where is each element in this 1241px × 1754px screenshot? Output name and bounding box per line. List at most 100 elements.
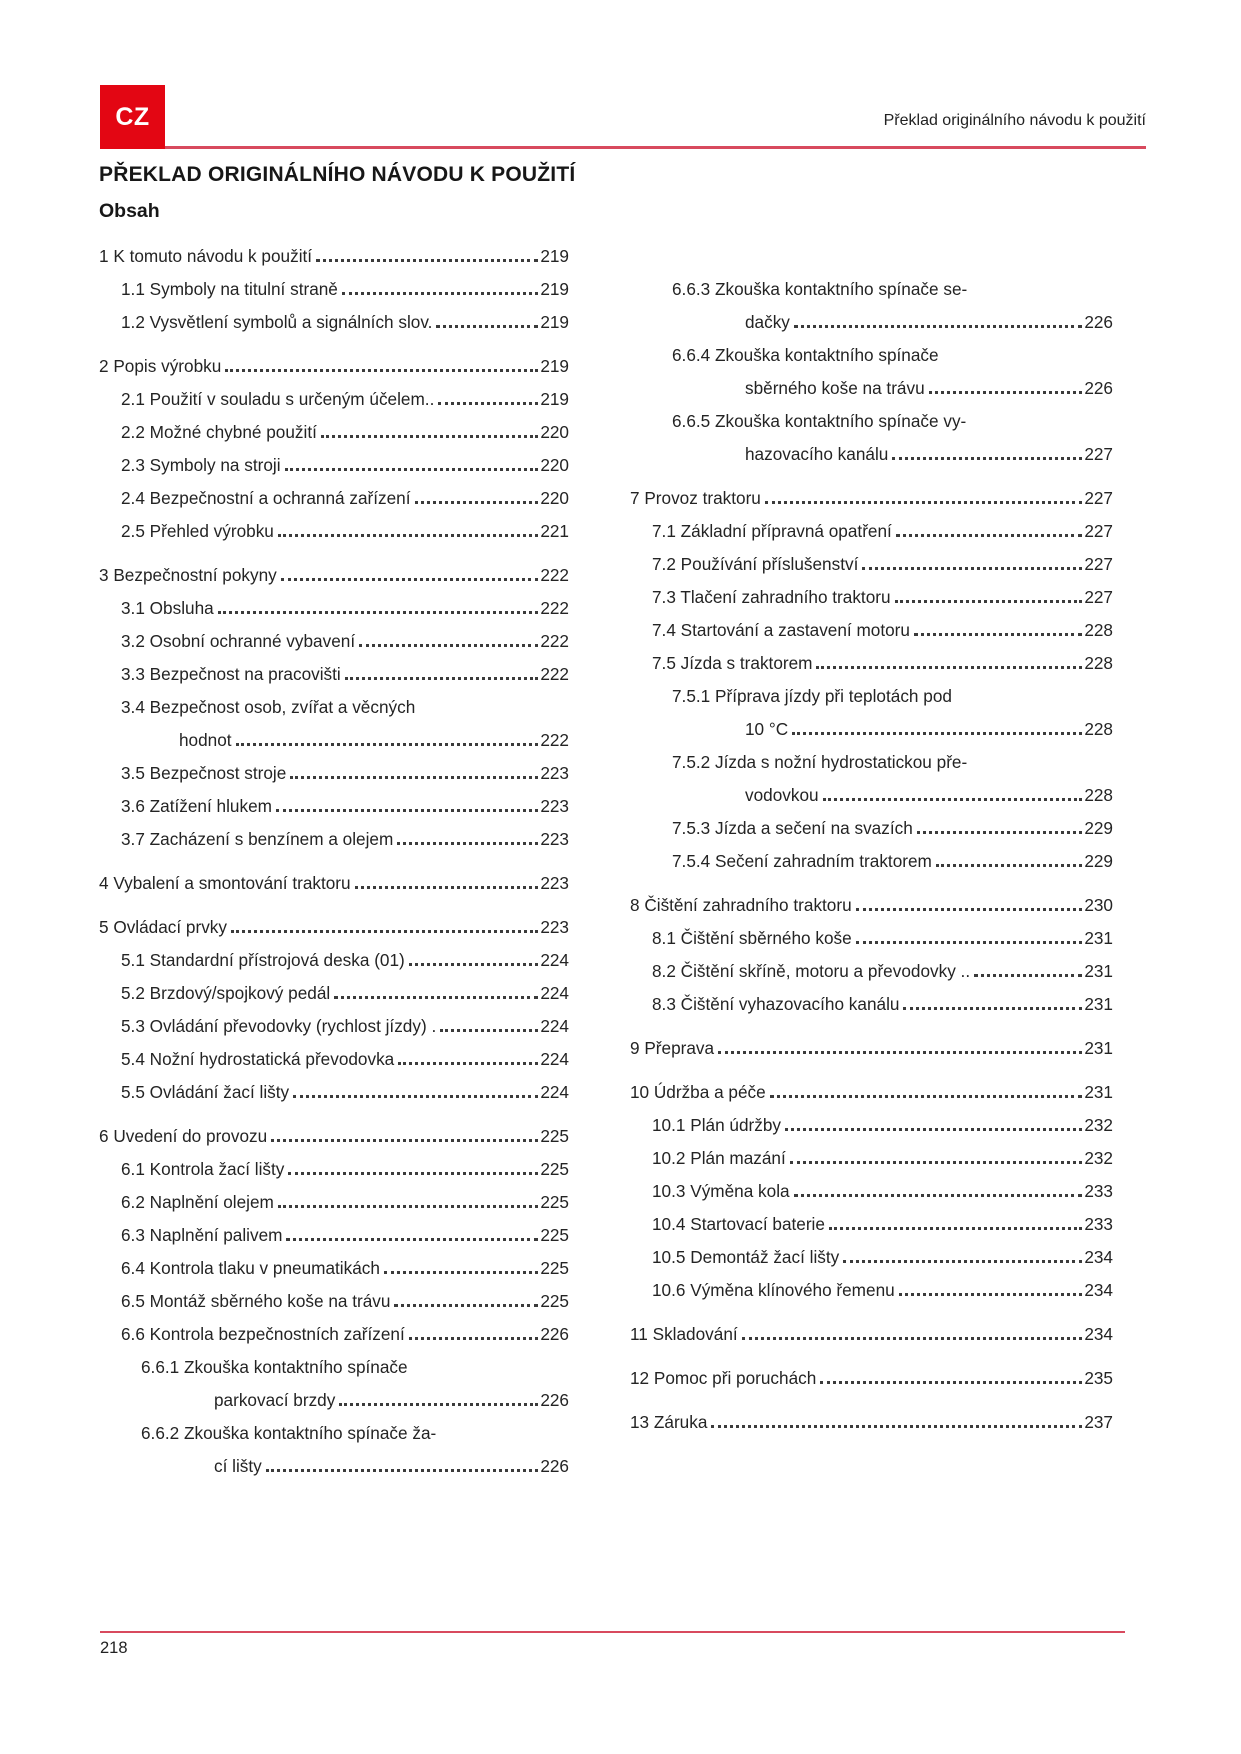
toc-entry-line: 1.2 Vysvětlení symbolů a signálních slov… bbox=[121, 306, 569, 339]
toc-entry: 5.2 Brzdový/spojkový pedál 224 bbox=[99, 977, 569, 1010]
toc-entry-line: sběrného koše na trávu 226 bbox=[672, 372, 1113, 405]
toc-page-number: 219 bbox=[540, 356, 569, 376]
toc-page-number: 231 bbox=[1084, 1082, 1113, 1102]
toc-entry-text: 6.2 Naplnění olejem bbox=[121, 1192, 274, 1212]
toc-leader-dots bbox=[789, 1142, 1083, 1164]
page-title: PŘEKLAD ORIGINÁLNÍHO NÁVODU K POUŽITÍ bbox=[99, 163, 576, 186]
toc-page-number: 228 bbox=[1084, 653, 1113, 673]
toc-column-right: 6.6.3 Zkouška kontaktního spínače se- da… bbox=[630, 240, 1113, 1439]
toc-entry: 7.3 Tlačení zahradního traktoru 227 bbox=[630, 581, 1113, 614]
toc-entry-line: 6.1 Kontrola žací lišty 225 bbox=[121, 1153, 569, 1186]
toc-leader-dots bbox=[383, 1252, 539, 1274]
toc-page-number: 224 bbox=[540, 1049, 569, 1069]
toc-entry-text: 3.1 Obsluha bbox=[121, 598, 214, 618]
toc-page-number: 220 bbox=[540, 422, 569, 442]
toc-entry: 10.4 Startovací baterie 233 bbox=[630, 1208, 1113, 1241]
toc-entry-text-line: 6.6.5 Zkouška kontaktního spínače vy- bbox=[672, 411, 967, 431]
toc-entry-text: 3 Bezpečnostní pokyny bbox=[99, 565, 277, 585]
toc-page-number: 231 bbox=[1084, 1038, 1113, 1058]
toc-entry: 6.1 Kontrola žací lišty 225 bbox=[99, 1153, 569, 1186]
toc-entry-text: 10.2 Plán mazání bbox=[652, 1148, 786, 1168]
toc-entry: 6.6 Kontrola bezpečnostních zařízení 226 bbox=[99, 1318, 569, 1351]
toc-leader-dots bbox=[339, 1384, 539, 1406]
toc-entry-line: 4 Vybalení a smontování traktoru 223 bbox=[99, 867, 569, 900]
toc-entry-line: 5.3 Ovládání převodovky (rychlost jízdy)… bbox=[121, 1010, 569, 1043]
toc-entry-line: 7.1 Základní přípravná opatření 227 bbox=[652, 515, 1113, 548]
toc-leader-dots bbox=[816, 647, 1083, 669]
toc-entry-text: 10 Údržba a péče bbox=[630, 1082, 766, 1102]
toc-entry-line: 2.4 Bezpečnostní a ochranná zařízení 220 bbox=[121, 482, 569, 515]
toc-entry-text-line: 6.6.4 Zkouška kontaktního spínače bbox=[672, 345, 939, 365]
toc-entry: 7.5.4 Sečení zahradním traktorem 229 bbox=[630, 845, 1113, 878]
toc-page-number: 227 bbox=[1084, 488, 1113, 508]
toc-leader-dots bbox=[822, 779, 1083, 801]
toc-entry: 3.1 Obsluha 222 bbox=[99, 592, 569, 625]
toc-entry-text: 8.3 Čištění vyhazovacího kanálu bbox=[652, 994, 900, 1014]
toc-entry-text: 3.5 Bezpečnost stroje bbox=[121, 763, 287, 783]
toc-page-number: 234 bbox=[1084, 1247, 1113, 1267]
toc-entry-text: 3.6 Zatížení hlukem bbox=[121, 796, 272, 816]
toc-entry-text: 7.2 Používání příslušenství bbox=[652, 554, 859, 574]
toc-entry-line: 3.2 Osobní ochranné vybavení 222 bbox=[121, 625, 569, 658]
toc-entry-text: 5.1 Standardní přístrojová deska (01) bbox=[121, 950, 405, 970]
toc-entry: 7 Provoz traktoru 227 bbox=[630, 482, 1113, 515]
toc-entry: 6.5 Montáž sběrného koše na trávu 225 bbox=[99, 1285, 569, 1318]
toc-leader-dots bbox=[855, 922, 1083, 944]
toc-entry: 2.2 Možné chybné použití 220 bbox=[99, 416, 569, 449]
toc-entry: 6 Uvedení do provozu 225 bbox=[99, 1120, 569, 1153]
toc-leader-dots bbox=[903, 988, 1083, 1010]
toc-leader-dots bbox=[436, 306, 539, 328]
toc-entry-text: 6.6 Kontrola bezpečnostních zařízení bbox=[121, 1324, 405, 1344]
toc-page-number: 230 bbox=[1084, 895, 1113, 915]
toc-entry-line: 6 Uvedení do provozu 225 bbox=[99, 1120, 569, 1153]
toc-leader-dots bbox=[235, 724, 539, 746]
toc-page-number: 219 bbox=[540, 246, 569, 266]
toc-page-number: 233 bbox=[1084, 1214, 1113, 1234]
toc-entry-line: 2.2 Možné chybné použití 220 bbox=[121, 416, 569, 449]
toc-leader-dots bbox=[414, 482, 539, 504]
toc-entry: 7.5.2 Jízda s nožní hydrostatickou pře- … bbox=[630, 746, 1113, 812]
toc-entry: 8 Čištění zahradního traktoru 230 bbox=[630, 889, 1113, 922]
toc-entry-text: 2.2 Možné chybné použití bbox=[121, 422, 317, 442]
toc-entry: 3.4 Bezpečnost osob, zvířat a věcných ho… bbox=[99, 691, 569, 757]
toc-entry-line: 7.5 Jízda s traktorem 228 bbox=[652, 647, 1113, 680]
toc-leader-dots bbox=[408, 944, 539, 966]
toc-leader-dots bbox=[828, 1208, 1083, 1230]
page-number: 218 bbox=[100, 1639, 128, 1657]
toc-entry: 5.5 Ovládání žací lišty 224 bbox=[99, 1076, 569, 1109]
toc-leader-dots bbox=[284, 449, 539, 471]
toc-entry: 1 K tomuto návodu k použití 219 bbox=[99, 240, 569, 273]
toc-page-number: 226 bbox=[540, 1324, 569, 1344]
toc-entry-text-line: 6.6.1 Zkouška kontaktního spínače bbox=[141, 1357, 408, 1377]
toc-leader-dots bbox=[764, 482, 1083, 504]
toc-entry: 6.6.5 Zkouška kontaktního spínače vy- ha… bbox=[630, 405, 1113, 471]
toc-leader-dots bbox=[280, 559, 539, 581]
toc-entry-line: 3 Bezpečnostní pokyny 222 bbox=[99, 559, 569, 592]
toc-leader-dots bbox=[895, 515, 1083, 537]
toc-entry-text: 5.4 Nožní hydrostatická převodovka bbox=[121, 1049, 395, 1069]
header-running-title: Překlad originálního návodu k použití bbox=[883, 112, 1146, 129]
toc-leader-dots bbox=[290, 757, 539, 779]
toc-entry: 10.5 Demontáž žací lišty 234 bbox=[630, 1241, 1113, 1274]
toc-leader-dots bbox=[935, 845, 1083, 867]
toc-page-number: 224 bbox=[540, 1016, 569, 1036]
toc-entry-text: 7.5.3 Jízda a sečení na svazích bbox=[672, 818, 913, 838]
toc-entry-line: 5.4 Nožní hydrostatická převodovka 224 bbox=[121, 1043, 569, 1076]
toc-leader-dots bbox=[341, 273, 539, 295]
toc-page-number: 226 bbox=[540, 1456, 569, 1476]
toc-entry-line: 3.5 Bezpečnost stroje 223 bbox=[121, 757, 569, 790]
toc-page-number: 219 bbox=[540, 312, 569, 332]
toc-entry: 7.5.3 Jízda a sečení na svazích 229 bbox=[630, 812, 1113, 845]
toc-entry-line: 2 Popis výrobku 219 bbox=[99, 350, 569, 383]
toc-entry: 10.2 Plán mazání 232 bbox=[630, 1142, 1113, 1175]
toc-page-number: 223 bbox=[540, 873, 569, 893]
toc-entry: 5.3 Ovládání převodovky (rychlost jízdy)… bbox=[99, 1010, 569, 1043]
toc-entry-text: 7.4 Startování a zastavení motoru bbox=[652, 620, 910, 640]
toc-entry-line: 2.5 Přehled výrobku 221 bbox=[121, 515, 569, 548]
toc-entry: 2.1 Použití v souladu s určeným účelem..… bbox=[99, 383, 569, 416]
toc-page-number: 224 bbox=[540, 983, 569, 1003]
toc-entry-line: 6.2 Naplnění olejem 225 bbox=[121, 1186, 569, 1219]
toc-page-number: 231 bbox=[1084, 928, 1113, 948]
toc-entry-line: 10.1 Plán údržby 232 bbox=[652, 1109, 1113, 1142]
toc-entry-text: 9 Přeprava bbox=[630, 1038, 715, 1058]
